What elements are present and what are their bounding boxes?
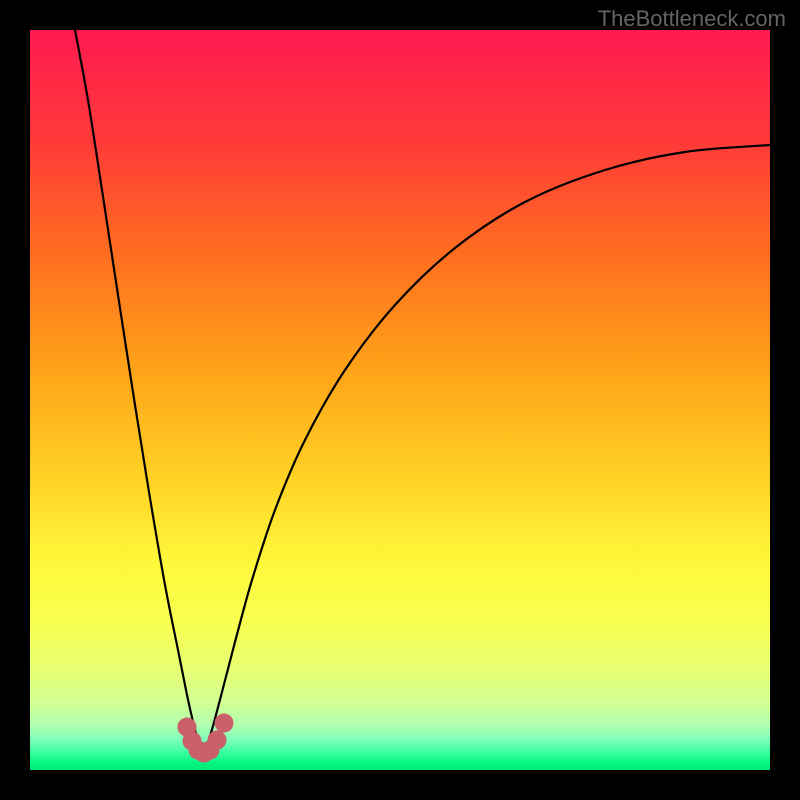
chart-container: TheBottleneck.com	[0, 0, 800, 800]
bottleneck-curve	[75, 30, 770, 753]
marker-point	[208, 731, 226, 749]
curve-layer	[30, 30, 770, 770]
plot-area	[30, 30, 770, 770]
watermark-text: TheBottleneck.com	[598, 6, 786, 32]
marker-point	[215, 714, 233, 732]
curve-markers	[178, 714, 233, 762]
